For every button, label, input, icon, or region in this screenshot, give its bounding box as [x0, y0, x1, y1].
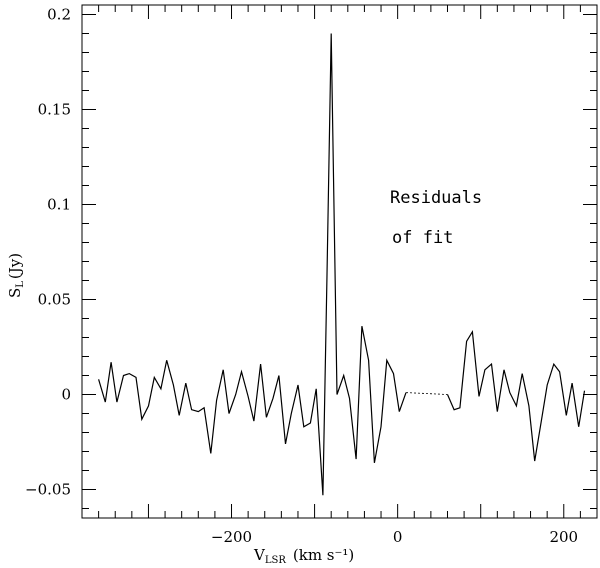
x-tick-label: 0	[393, 528, 403, 546]
residuals-line	[98, 33, 586, 496]
x-axis-label-unit: (km s⁻¹)	[293, 546, 354, 564]
annotation-line-1: Residuals	[390, 188, 482, 208]
y-axis-label-sub: L	[15, 281, 26, 288]
y-tick-label: 0.1	[47, 196, 71, 214]
annotation-line-2: of fit	[392, 228, 453, 248]
plot-frame	[81, 4, 598, 519]
y-axis-label: SL (Jy)	[6, 253, 26, 298]
y-tick-label: 0.05	[38, 291, 71, 309]
tick-marks	[82, 5, 597, 518]
x-axis-label-sub: LSR	[265, 555, 286, 566]
y-axis-label-main: S	[6, 288, 24, 298]
x-tick-label: 200	[549, 528, 578, 546]
y-tick-label: −0.05	[25, 481, 71, 499]
x-axis-label: VLSR (km s⁻¹)	[253, 546, 354, 566]
y-tick-label: 0.15	[38, 101, 71, 119]
y-axis-label-unit: (Jy)	[6, 253, 24, 279]
y-tick-label: 0.2	[47, 6, 71, 24]
residuals-gap-line	[405, 392, 448, 395]
x-tick-label: −200	[211, 528, 252, 546]
y-tick-label: 0	[61, 386, 71, 404]
tick-labels: −200 0 200 −0.05 0 0.05 0.1 0.15 0.2	[25, 6, 578, 547]
x-axis-label-main: V	[253, 546, 266, 564]
